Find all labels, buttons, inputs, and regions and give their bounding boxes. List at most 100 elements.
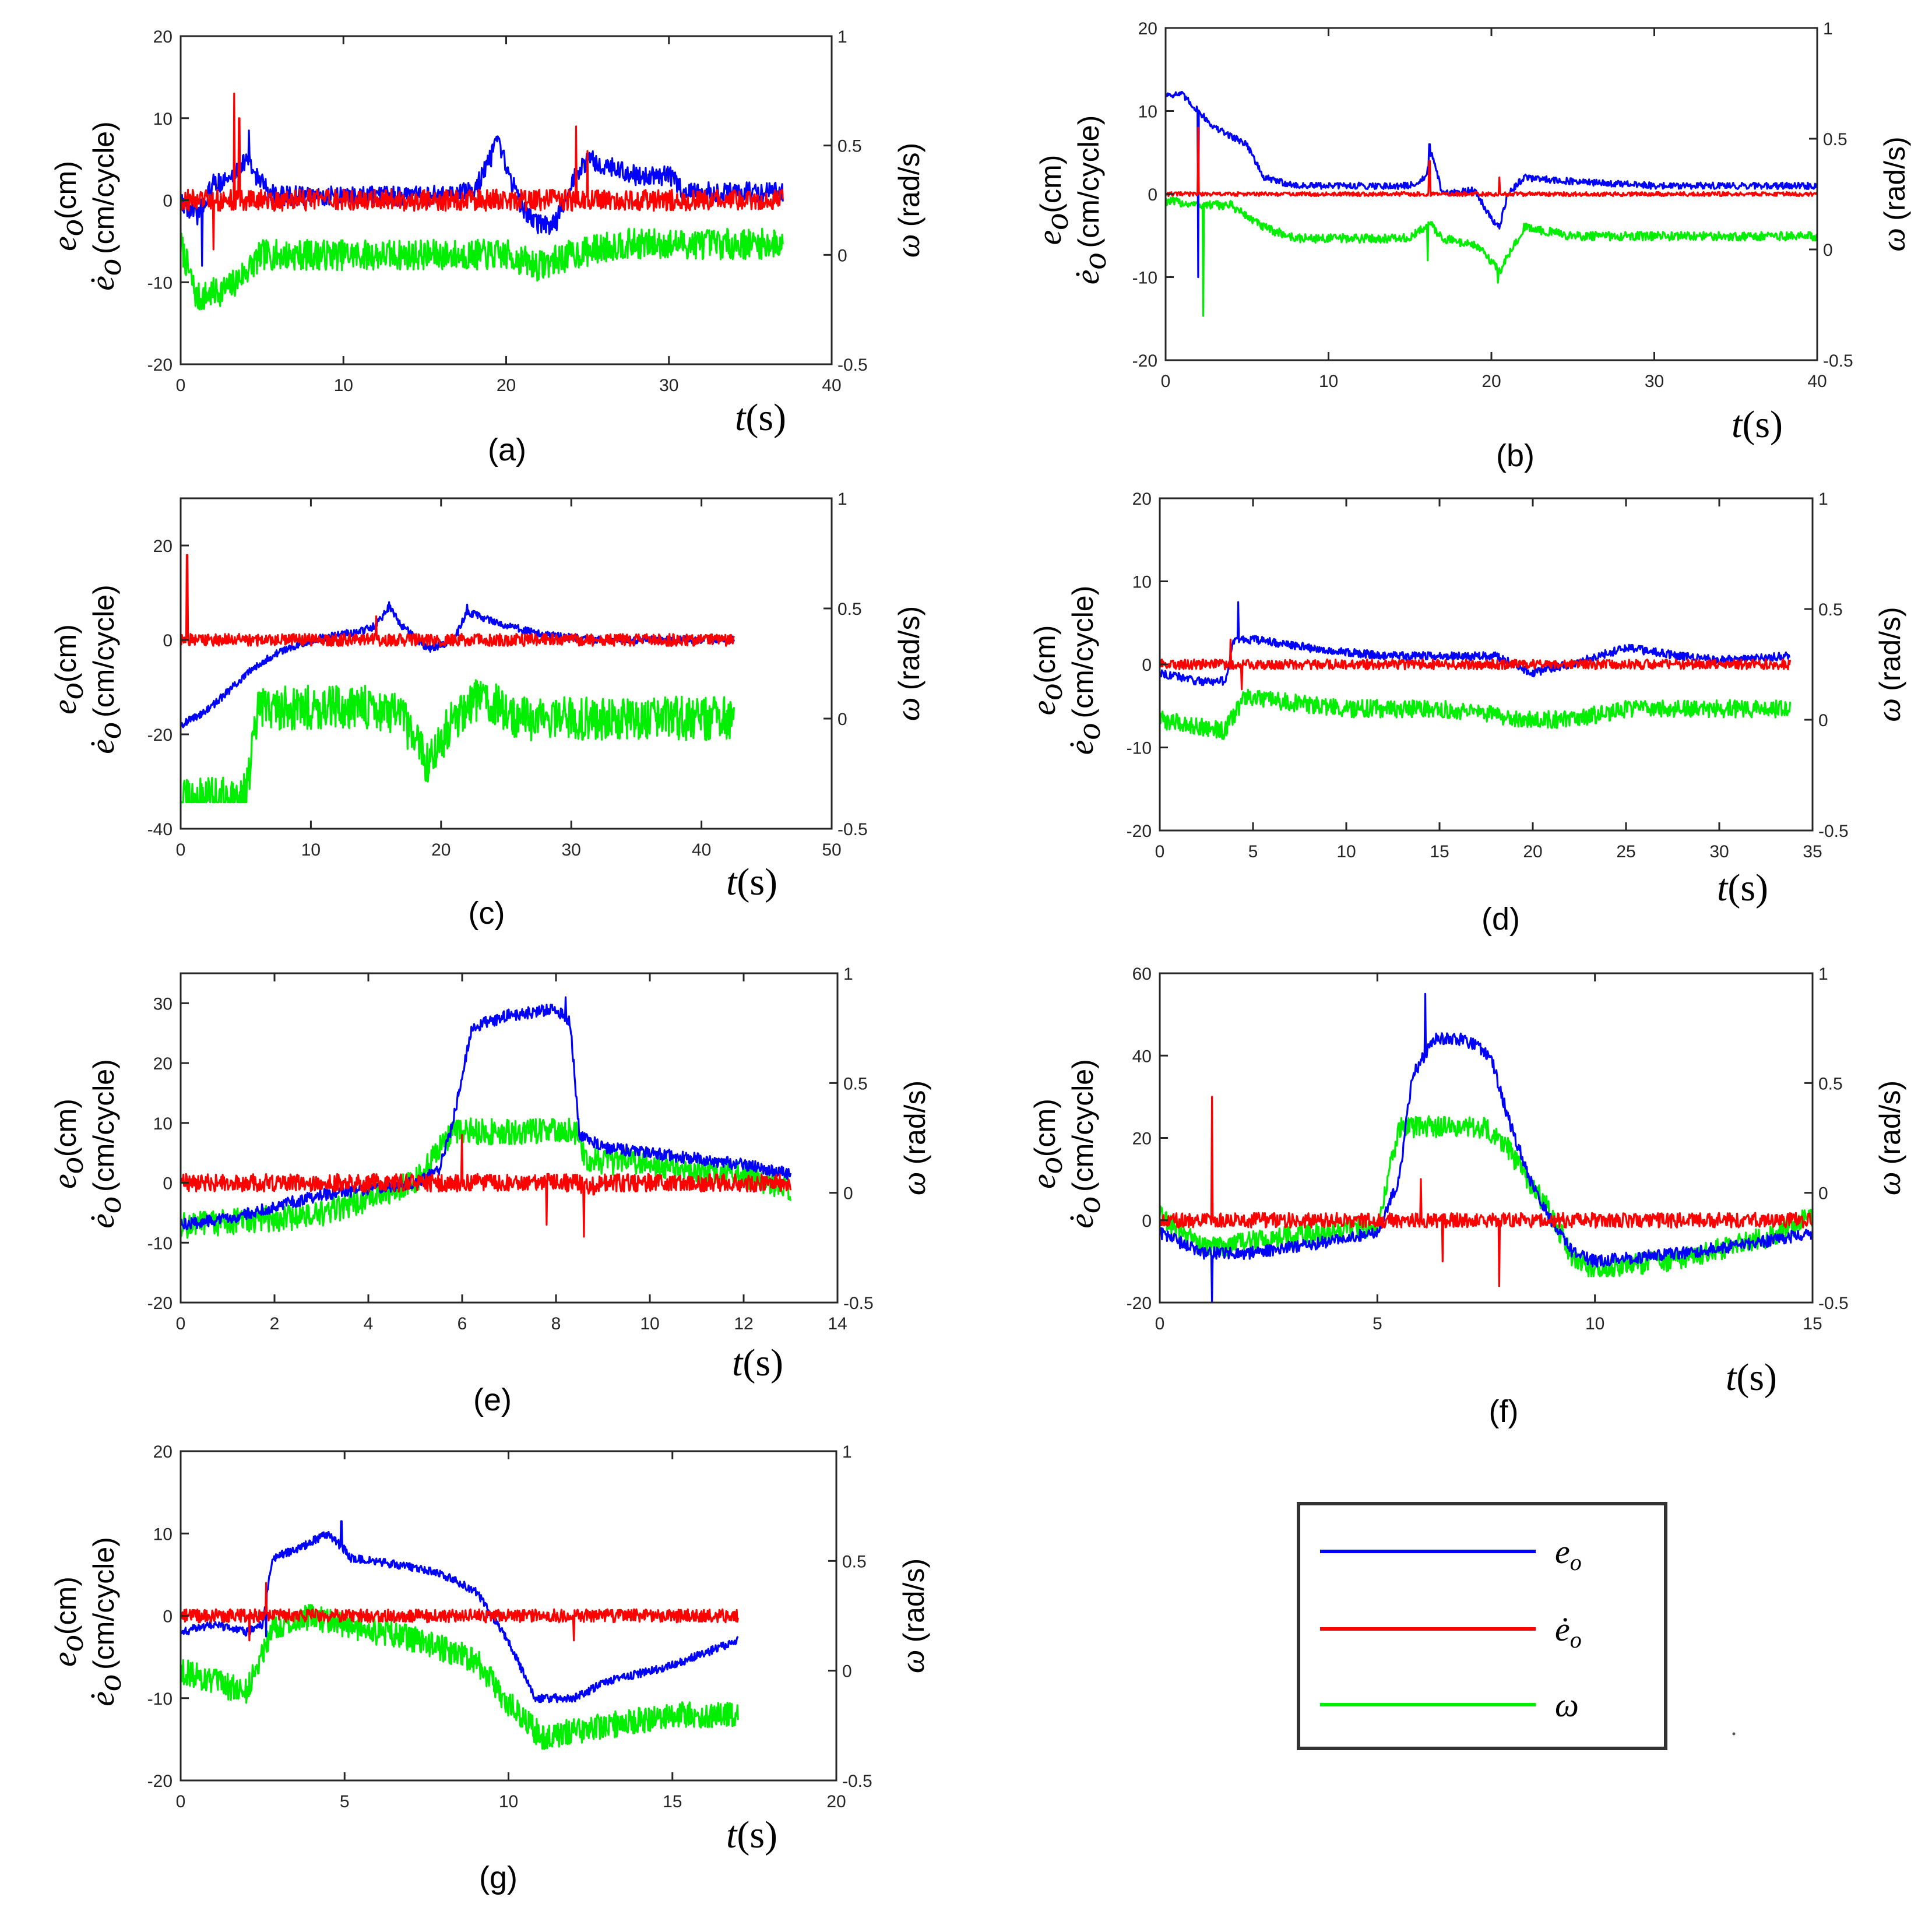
x-tick-label: 4: [364, 1314, 374, 1333]
y2-tick-label: 0: [1823, 241, 1833, 260]
y2-tick-label: -0.5: [843, 1294, 874, 1313]
series-e-dot-o-line: [181, 92, 784, 251]
left-axis-label-eo: eo(cm): [1025, 625, 1069, 716]
y-tick-label: -10: [147, 1690, 173, 1709]
y-tick-label: -20: [1127, 822, 1152, 841]
plot-frame: [180, 497, 833, 830]
x-tick-label: 30: [1645, 372, 1664, 391]
series-omega-line: [1160, 688, 1792, 740]
y-tick-label: -10: [147, 273, 173, 293]
x-axis-label: t(s): [732, 1342, 783, 1384]
left-axis-label-edot: ėo(cm/cycle): [1068, 115, 1113, 285]
y2-tick-label: 1: [837, 27, 847, 47]
left-axis-label-edot: ėo(cm/cycle): [83, 1059, 128, 1229]
x-tick-label: 14: [828, 1314, 847, 1333]
x-tick-label: 12: [734, 1314, 753, 1333]
y-tick-label: 10: [1138, 103, 1157, 122]
legend-label: ω: [1555, 1686, 1579, 1724]
right-axis-label-omega: ω(rad/s): [1870, 1081, 1908, 1195]
y-tick-label: 10: [1132, 573, 1152, 592]
y-tick-label: 20: [153, 1442, 173, 1462]
y2-tick-label: 0: [1818, 711, 1828, 730]
y-tick-label: -20: [147, 1294, 173, 1313]
x-tick-label: 10: [1585, 1314, 1604, 1333]
y-tick-label: 20: [153, 537, 173, 556]
y-tick-label: -20: [1127, 1294, 1152, 1313]
series-omega-line: [181, 227, 784, 311]
y2-tick-label: 1: [1818, 490, 1828, 509]
y-tick-label: 0: [163, 1607, 173, 1627]
y2-tick-label: -0.5: [1818, 1294, 1849, 1313]
y-tick-label: 0: [163, 192, 173, 211]
y-tick-label: -20: [1132, 351, 1157, 371]
panel-label: (f): [1489, 1394, 1519, 1429]
legend-label: ėo: [1555, 1610, 1582, 1653]
panel-a: 0 10 20 30 40 -20 -10 0 10 20 -0.5 0 0.5 1 eo(cm)ėo(cm…: [45, 27, 927, 467]
right-axis-label-omega: ω(rad/s): [889, 606, 927, 721]
x-tick-label: 0: [1161, 372, 1171, 391]
series-e-o-line: [181, 996, 792, 1230]
left-axis-label-edot: ėo(cm/cycle): [83, 585, 128, 754]
y2-tick-label: 1: [842, 1442, 852, 1462]
panel-g: 0 5 10 15 20-20-1001020-0.500.51eo(cm)ėo(cm/…: [45, 1442, 931, 1895]
right-axis-label-omega: ω(rad/s): [889, 143, 927, 258]
x-tick-label: 15: [663, 1792, 682, 1811]
y-tick-label: 10: [153, 1525, 173, 1544]
y-tick-label: -10: [147, 1234, 173, 1253]
y2-tick-label: 0: [842, 1662, 852, 1681]
x-tick-label: 10: [1336, 842, 1356, 861]
left-axis-label-eo: eo(cm): [1030, 155, 1075, 245]
panel-b: 0 10 20 30 40 -20 -10 0 10 20 -0.5 0 0.5 1 eo(cm)ėo(cm…: [1030, 19, 1912, 473]
x-tick-label: 0: [1155, 1314, 1165, 1333]
y2-tick-label: 0.5: [837, 600, 862, 619]
y2-tick-label: 1: [1818, 965, 1828, 984]
x-tick-label: 6: [458, 1314, 467, 1333]
x-tick-label: 0: [176, 376, 186, 395]
y2-tick-label: -0.5: [842, 1772, 872, 1791]
x-tick-label: 50: [822, 840, 841, 860]
y2-tick-label: 0.5: [1818, 1074, 1843, 1093]
x-axis-label: t(s): [735, 396, 786, 439]
x-tick-label: 15: [1430, 842, 1449, 861]
y-tick-label: -40: [147, 820, 173, 839]
x-tick-label: 25: [1616, 842, 1635, 861]
x-axis-label: t(s): [1726, 1356, 1777, 1399]
x-tick-label: 10: [301, 840, 321, 860]
y-tick-label: 0: [163, 1174, 173, 1194]
legend: eo ėo ω: [1297, 1502, 1667, 1750]
panel-c: 0 10 20 30 40 50 -40 -20 0 20 -0.5 0 0.5 1 eo(cm)ėo(cm…: [45, 490, 927, 931]
x-tick-label: 20: [826, 1792, 846, 1811]
x-tick-label: 0: [176, 1314, 186, 1333]
left-axis-label-edot: ėo(cm/cycle): [83, 1537, 128, 1706]
y2-tick-label: 0.5: [1818, 600, 1843, 620]
x-tick-label: 20: [497, 376, 516, 395]
x-tick-label: 40: [822, 376, 841, 395]
y2-tick-label: 0: [1818, 1184, 1828, 1203]
x-tick-label: 10: [640, 1314, 659, 1333]
x-tick-label: 0: [176, 840, 186, 860]
y2-tick-label: 1: [837, 490, 847, 509]
y2-tick-label: 0.5: [843, 1074, 868, 1093]
x-tick-label: 20: [1523, 842, 1542, 861]
right-axis-label-omega: ω(rad/s): [893, 1558, 931, 1673]
x-tick-label: 5: [1373, 1314, 1382, 1333]
right-axis-label-omega: ω(rad/s): [1870, 607, 1908, 722]
x-tick-label: 20: [1481, 372, 1501, 391]
y2-tick-label: 0: [843, 1184, 853, 1203]
series-e-o-line: [181, 1520, 739, 1704]
y-tick-label: 40: [1132, 1047, 1152, 1066]
panel-d: 0 5 10 15 20 25 30 35 -20 -10 0 10 20 -0.5 0 0.5 1 eo(cm)…: [1025, 490, 1908, 937]
left-axis-label-eo: eo(cm): [45, 624, 90, 715]
y2-tick-label: 1: [1823, 19, 1833, 38]
series-e-dot-o-line: [1160, 1096, 1813, 1287]
stray-dot: [1732, 1732, 1736, 1736]
y2-tick-label: -0.5: [1823, 351, 1853, 371]
left-axis-label-eo: eo(cm): [45, 161, 90, 251]
series-omega-line: [181, 1117, 792, 1239]
y-tick-label: 30: [153, 994, 173, 1013]
y-tick-label: 20: [153, 1054, 173, 1074]
left-axis-label-eo: eo(cm): [45, 1576, 90, 1667]
legend-box: [1297, 1502, 1667, 1750]
x-tick-label: 40: [1807, 372, 1827, 391]
